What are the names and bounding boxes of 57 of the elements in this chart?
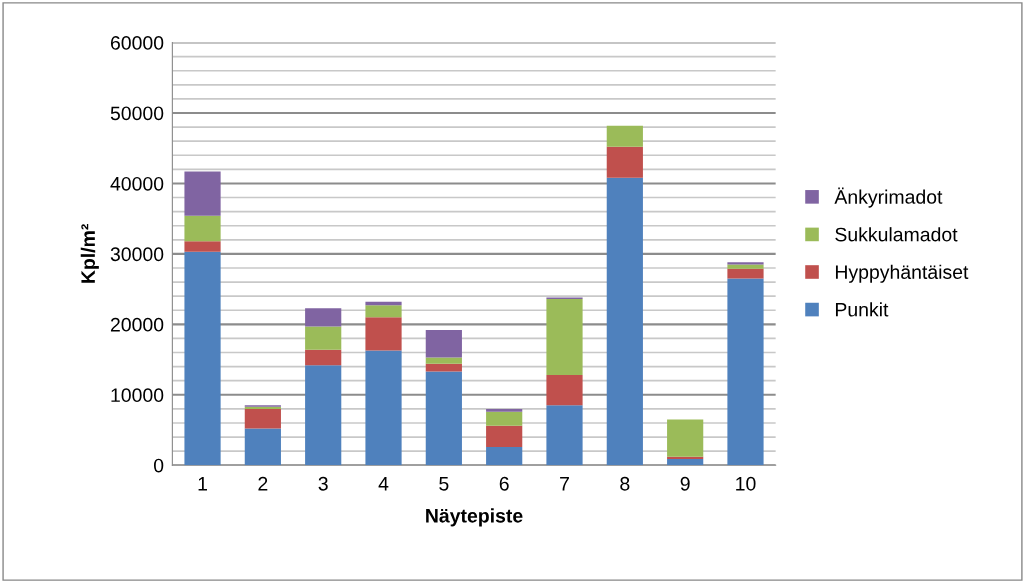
y-tick-label: 30000 <box>110 247 164 262</box>
bar <box>606 146 643 178</box>
bar <box>184 251 221 466</box>
bar <box>667 419 704 457</box>
bar <box>486 446 523 466</box>
bar <box>486 408 523 412</box>
x-tick-label: 3 <box>318 476 328 491</box>
y-tick-label: 20000 <box>110 317 164 332</box>
bar <box>546 405 583 466</box>
x-tick-label: 4 <box>378 477 389 491</box>
bar <box>727 278 764 466</box>
x-tick-label: 2 <box>258 476 268 491</box>
legend-label: Punkit <box>835 302 889 317</box>
bar <box>727 262 764 265</box>
bar <box>184 241 221 252</box>
x-tick-label: 8 <box>620 476 630 491</box>
bar <box>486 411 523 426</box>
legend-label: Sukkulamadot <box>835 227 958 242</box>
bar <box>305 349 342 366</box>
bar <box>606 125 643 147</box>
bar <box>244 428 281 466</box>
x-tick-label: 7 <box>560 477 569 491</box>
bar <box>606 177 643 466</box>
y-tick-label: 10000 <box>111 388 164 403</box>
x-tick-label: 9 <box>680 476 690 491</box>
y-tick-label: 40000 <box>110 176 164 191</box>
x-tick-label: 6 <box>499 476 509 491</box>
x-tick-label: 5 <box>439 477 449 491</box>
bar <box>425 363 462 372</box>
bar <box>305 308 342 327</box>
bar <box>305 365 342 466</box>
bar <box>667 458 704 466</box>
bar <box>365 317 402 351</box>
x-tick-label: 10 <box>736 476 756 491</box>
bar <box>727 264 764 269</box>
bar <box>425 371 462 466</box>
bar <box>486 425 523 447</box>
bar <box>546 375 583 406</box>
bar <box>365 350 402 466</box>
bar <box>305 326 342 350</box>
bar <box>365 305 402 318</box>
y-tick-label: 50000 <box>110 106 164 121</box>
bar <box>184 215 221 242</box>
y-tick-label: 60000 <box>110 36 164 50</box>
bar <box>667 456 704 459</box>
bar <box>727 268 764 279</box>
bar <box>425 329 462 358</box>
y-tick-label: 0 <box>153 458 164 473</box>
x-tick-label: 1 <box>198 477 207 491</box>
bar <box>425 357 462 364</box>
legend-label: Hyppyhäntäiset <box>835 264 969 283</box>
bar <box>244 408 281 429</box>
x-axis-title: Näytepiste <box>426 508 523 527</box>
bar <box>184 171 221 216</box>
legend-label: Änkyrimadot <box>834 187 943 208</box>
y-axis-title: Kpl/m² <box>80 224 99 283</box>
bar <box>546 298 583 376</box>
